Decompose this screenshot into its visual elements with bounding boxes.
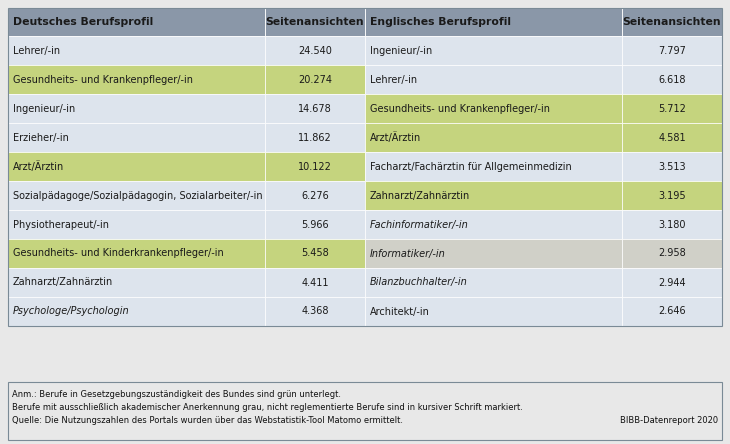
Text: 20.274: 20.274 — [298, 75, 332, 84]
Text: 4.581: 4.581 — [658, 132, 685, 143]
Bar — [265, 268, 365, 297]
Text: BIBB-Datenreport 2020: BIBB-Datenreport 2020 — [620, 416, 718, 425]
Text: Seitenansichten: Seitenansichten — [623, 17, 721, 27]
Text: Architekt/-in: Architekt/-in — [370, 306, 430, 317]
Bar — [8, 152, 265, 181]
Bar — [622, 65, 722, 94]
Bar — [622, 152, 722, 181]
Bar — [8, 65, 265, 94]
Text: 5.966: 5.966 — [301, 219, 329, 230]
Text: 7.797: 7.797 — [658, 45, 686, 56]
Text: Gesundheits- und Kinderkrankenpfleger/-in: Gesundheits- und Kinderkrankenpfleger/-i… — [13, 249, 224, 258]
Text: 2.944: 2.944 — [658, 278, 685, 288]
Text: 5.712: 5.712 — [658, 103, 686, 114]
Bar — [622, 297, 722, 326]
Bar — [622, 94, 722, 123]
Text: Arzt/Ärztin: Arzt/Ärztin — [370, 132, 421, 143]
Bar — [8, 181, 265, 210]
Bar — [622, 239, 722, 268]
Text: Psychologe/Psychologin: Psychologe/Psychologin — [13, 306, 130, 317]
Bar — [8, 8, 265, 36]
Text: Seitenansichten: Seitenansichten — [266, 17, 364, 27]
Text: 5.458: 5.458 — [301, 249, 329, 258]
Text: 11.862: 11.862 — [298, 132, 332, 143]
Bar — [622, 123, 722, 152]
Bar — [265, 94, 365, 123]
Bar — [8, 36, 265, 65]
Text: 6.618: 6.618 — [658, 75, 685, 84]
Bar — [8, 210, 265, 239]
Bar — [365, 36, 622, 65]
Text: Ingenieur/-in: Ingenieur/-in — [13, 103, 75, 114]
Bar — [8, 8, 722, 326]
Bar — [8, 297, 265, 326]
Bar — [8, 382, 722, 440]
Bar — [265, 210, 365, 239]
Text: Sozialpädagoge/Sozialpädagogin, Sozialarbeiter/-in: Sozialpädagoge/Sozialpädagogin, Sozialar… — [13, 190, 263, 201]
Text: 2.958: 2.958 — [658, 249, 686, 258]
Text: Anm.: Berufe in Gesetzgebungszuständigkeit des Bundes sind grün unterlegt.: Anm.: Berufe in Gesetzgebungszuständigke… — [12, 390, 341, 399]
Text: Fachinformatiker/-in: Fachinformatiker/-in — [370, 219, 469, 230]
Text: Bilanzbuchhalter/-in: Bilanzbuchhalter/-in — [370, 278, 468, 288]
Bar — [265, 297, 365, 326]
Bar — [8, 94, 265, 123]
Bar — [622, 268, 722, 297]
Text: 4.368: 4.368 — [301, 306, 329, 317]
Bar — [365, 94, 622, 123]
Text: Berufe mit ausschließlich akademischer Anerkennung grau, nicht reglementierte Be: Berufe mit ausschließlich akademischer A… — [12, 403, 523, 412]
Bar — [365, 210, 622, 239]
Bar — [8, 123, 265, 152]
Text: Erzieher/-in: Erzieher/-in — [13, 132, 69, 143]
Text: 14.678: 14.678 — [298, 103, 332, 114]
Text: Gesundheits- und Krankenpfleger/-in: Gesundheits- und Krankenpfleger/-in — [13, 75, 193, 84]
Bar — [622, 8, 722, 36]
Bar — [265, 8, 365, 36]
Text: 3.195: 3.195 — [658, 190, 685, 201]
Bar — [365, 8, 622, 36]
Bar — [365, 268, 622, 297]
Text: Zahnarzt/Zahnärztin: Zahnarzt/Zahnärztin — [370, 190, 470, 201]
Text: 10.122: 10.122 — [298, 162, 332, 171]
Bar — [365, 297, 622, 326]
Text: 24.540: 24.540 — [298, 45, 332, 56]
Text: Physiotherapeut/-in: Physiotherapeut/-in — [13, 219, 109, 230]
Text: Deutsches Berufsprofil: Deutsches Berufsprofil — [13, 17, 153, 27]
Bar — [8, 239, 265, 268]
Text: 4.411: 4.411 — [301, 278, 329, 288]
Text: 2.646: 2.646 — [658, 306, 685, 317]
Text: Lehrer/-in: Lehrer/-in — [370, 75, 417, 84]
Text: Lehrer/-in: Lehrer/-in — [13, 45, 60, 56]
Text: 3.180: 3.180 — [658, 219, 685, 230]
Bar — [8, 382, 722, 440]
Bar — [265, 239, 365, 268]
Bar — [265, 36, 365, 65]
Bar — [365, 181, 622, 210]
Bar — [365, 65, 622, 94]
Text: Quelle: Die Nutzungszahlen des Portals wurden über das Webstatistik-Tool Matomo : Quelle: Die Nutzungszahlen des Portals w… — [12, 416, 403, 425]
Bar — [622, 181, 722, 210]
Text: Arzt/Ärztin: Arzt/Ärztin — [13, 161, 64, 172]
Bar — [365, 152, 622, 181]
Bar — [265, 181, 365, 210]
Bar — [265, 123, 365, 152]
Bar — [265, 152, 365, 181]
Text: Facharzt/Fachärztin für Allgemeinmedizin: Facharzt/Fachärztin für Allgemeinmedizin — [370, 162, 572, 171]
Text: Englisches Berufsprofil: Englisches Berufsprofil — [370, 17, 511, 27]
Bar — [365, 123, 622, 152]
Text: Informatiker/-in: Informatiker/-in — [370, 249, 446, 258]
Bar — [265, 65, 365, 94]
Text: 3.513: 3.513 — [658, 162, 685, 171]
Bar — [622, 210, 722, 239]
Text: Ingenieur/-in: Ingenieur/-in — [370, 45, 432, 56]
Text: Zahnarzt/Zahnärztin: Zahnarzt/Zahnärztin — [13, 278, 113, 288]
Bar — [8, 268, 265, 297]
Text: Gesundheits- und Krankenpfleger/-in: Gesundheits- und Krankenpfleger/-in — [370, 103, 550, 114]
Bar — [365, 239, 622, 268]
Bar — [622, 36, 722, 65]
Text: 6.276: 6.276 — [301, 190, 329, 201]
